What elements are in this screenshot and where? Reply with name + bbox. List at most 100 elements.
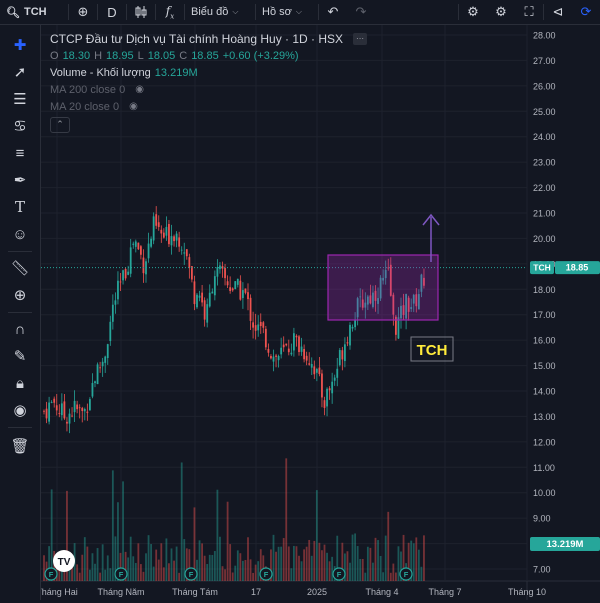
indicators-button[interactable]: fx [156,0,184,24]
settings-button[interactable]: ⚙ [487,0,515,24]
legend-settings-button[interactable]: ⋯ [353,32,368,45]
highlight-rectangle[interactable] [327,254,439,321]
candle-body [254,325,257,331]
lock-drawing-tool[interactable]: ✎ [8,344,32,368]
volume-bar [124,551,127,581]
eye-off-icon[interactable]: ◉ [135,84,144,95]
volume-bar [178,572,181,581]
volume-bar [160,543,163,581]
ruler-tool[interactable]: 📏︎ [8,256,32,280]
candle-body [267,349,270,353]
chart-canvas[interactable]: TCH 28.0027.0026.0025.0024.0023.0022.002… [36,25,600,600]
volume-bar [270,549,272,581]
eye-off-icon[interactable]: ◉ [129,101,138,112]
candle-body [122,270,124,281]
volume-bar [127,557,130,581]
price-tick-label: 26.00 [533,81,556,91]
fullscreen-button[interactable]: ⛶ [515,0,543,24]
indicators-dropdown[interactable]: Biểu đồ ⌵ [185,0,255,24]
hide-tool[interactable]: ◉ [8,398,32,422]
dividend-event-marker[interactable]: F [184,567,198,581]
dividend-event-marker[interactable]: F [44,567,58,581]
emoji-tool[interactable]: ☺ [8,222,32,246]
candle-body [405,294,407,319]
dividend-event-marker[interactable]: F [332,567,346,581]
legend-ma200-row[interactable]: MA 200 close 0 ◉ [50,81,367,98]
symbol-search-button[interactable]: 🔍︎ TCH [0,0,68,24]
volume-bar [382,572,385,581]
dividend-event-marker[interactable]: F [399,567,413,581]
templates-dropdown[interactable]: Hồ sơ ⌵ [256,0,318,24]
price-tick-label: 22.00 [533,183,556,193]
fib-icon: ☰ [13,91,27,108]
candle-body [285,343,288,346]
time-scale[interactable]: Tháng Hai Tháng Năm Tháng Tám 17 2025 Tháng 4… [36,587,546,597]
candle-body [99,367,101,369]
price-tick-label: 24.00 [533,132,556,142]
candle-body [310,363,313,368]
remove-drawings-tool[interactable]: 🗑︎ [8,434,32,458]
volume-bar [226,501,229,581]
collapse-legend-button[interactable]: ⌃ [50,116,70,133]
legend-main-row[interactable]: CTCP Đầu tư Dịch vụ Tài chính Hoàng Huy … [50,30,368,47]
candle-body [359,296,362,298]
screenshot-icon: ⚙︎ [467,4,479,19]
legend-ma20-row[interactable]: MA 20 close 0 ◉ [50,98,367,115]
toolbar-divider [255,4,256,20]
candle-body [132,243,135,245]
redo-icon: ↷ [355,4,367,19]
share-icon: ⊲ [552,4,564,19]
lock-tool[interactable]: 🔒︎ [8,371,32,395]
dividend-event-marker[interactable]: F [114,567,128,581]
volume-badge: 13.219M [530,537,600,551]
redo-button[interactable]: ↷ [347,0,375,24]
volume-bar [162,567,165,581]
volume-bar [287,546,290,581]
magnet-tool[interactable]: ∩ [8,317,32,341]
candle-body [224,268,226,279]
candle-body [351,326,354,329]
arrow-up-drawing[interactable] [422,213,440,262]
text-tool[interactable]: T [8,195,32,219]
ruler-icon: 📏︎ [10,260,30,277]
candle-body [53,398,56,403]
candle-body [259,321,262,327]
chart-area[interactable]: TCH 28.00 27.00 26.00 25.00 24.00 23.00 22.00 2… [36,25,600,600]
crosshair-tool[interactable]: ✚ [8,33,32,57]
candle-body [275,355,277,357]
annotation-box[interactable] [410,336,454,362]
volume-bar [282,538,285,581]
undo-button[interactable]: ↶ [319,0,347,24]
price-scale[interactable]: 28.00 27.00 26.00 25.00 24.00 23.00 22.00 21.00… [533,31,556,575]
volume-badge-value: 13.219M [547,539,584,550]
add-symbol-button[interactable]: ⊕ [69,0,97,24]
volume-bar [397,546,400,581]
volume-bar [285,458,288,581]
candle-body [323,400,326,408]
forecast-tool[interactable]: ≡ [8,141,32,165]
legend-volume-row[interactable]: Volume - Khối lượng 13.219M [50,64,367,81]
fib-tool[interactable]: ☰ [8,87,32,111]
volume-bar [101,544,104,581]
screenshot-button[interactable]: ⚙︎ [459,0,487,24]
volume-bar [377,540,379,581]
zoom-tool[interactable]: ⊕ [8,283,32,307]
brush-tool[interactable]: ✒ [8,168,32,192]
trend-line-tool[interactable]: ➚ [8,60,32,84]
price-tick-label: 15.00 [533,361,556,371]
candle-body [188,257,191,268]
sync-button[interactable]: ⟳ [572,0,600,24]
fullscreen-icon: ⛶ [524,4,534,19]
chart-type-button[interactable] [127,0,155,24]
candle-body [94,381,96,384]
pattern-tool[interactable]: ♋ [8,114,32,138]
candle-body [331,381,334,394]
candle-body [170,236,173,246]
share-button[interactable]: ⊲ [544,0,572,24]
dividend-event-marker[interactable]: F [259,567,273,581]
volume-bar [244,559,247,581]
interval-button[interactable]: D [98,0,126,24]
candle-body [50,402,53,403]
volume-bar [145,553,147,581]
volume-bar [193,507,196,581]
